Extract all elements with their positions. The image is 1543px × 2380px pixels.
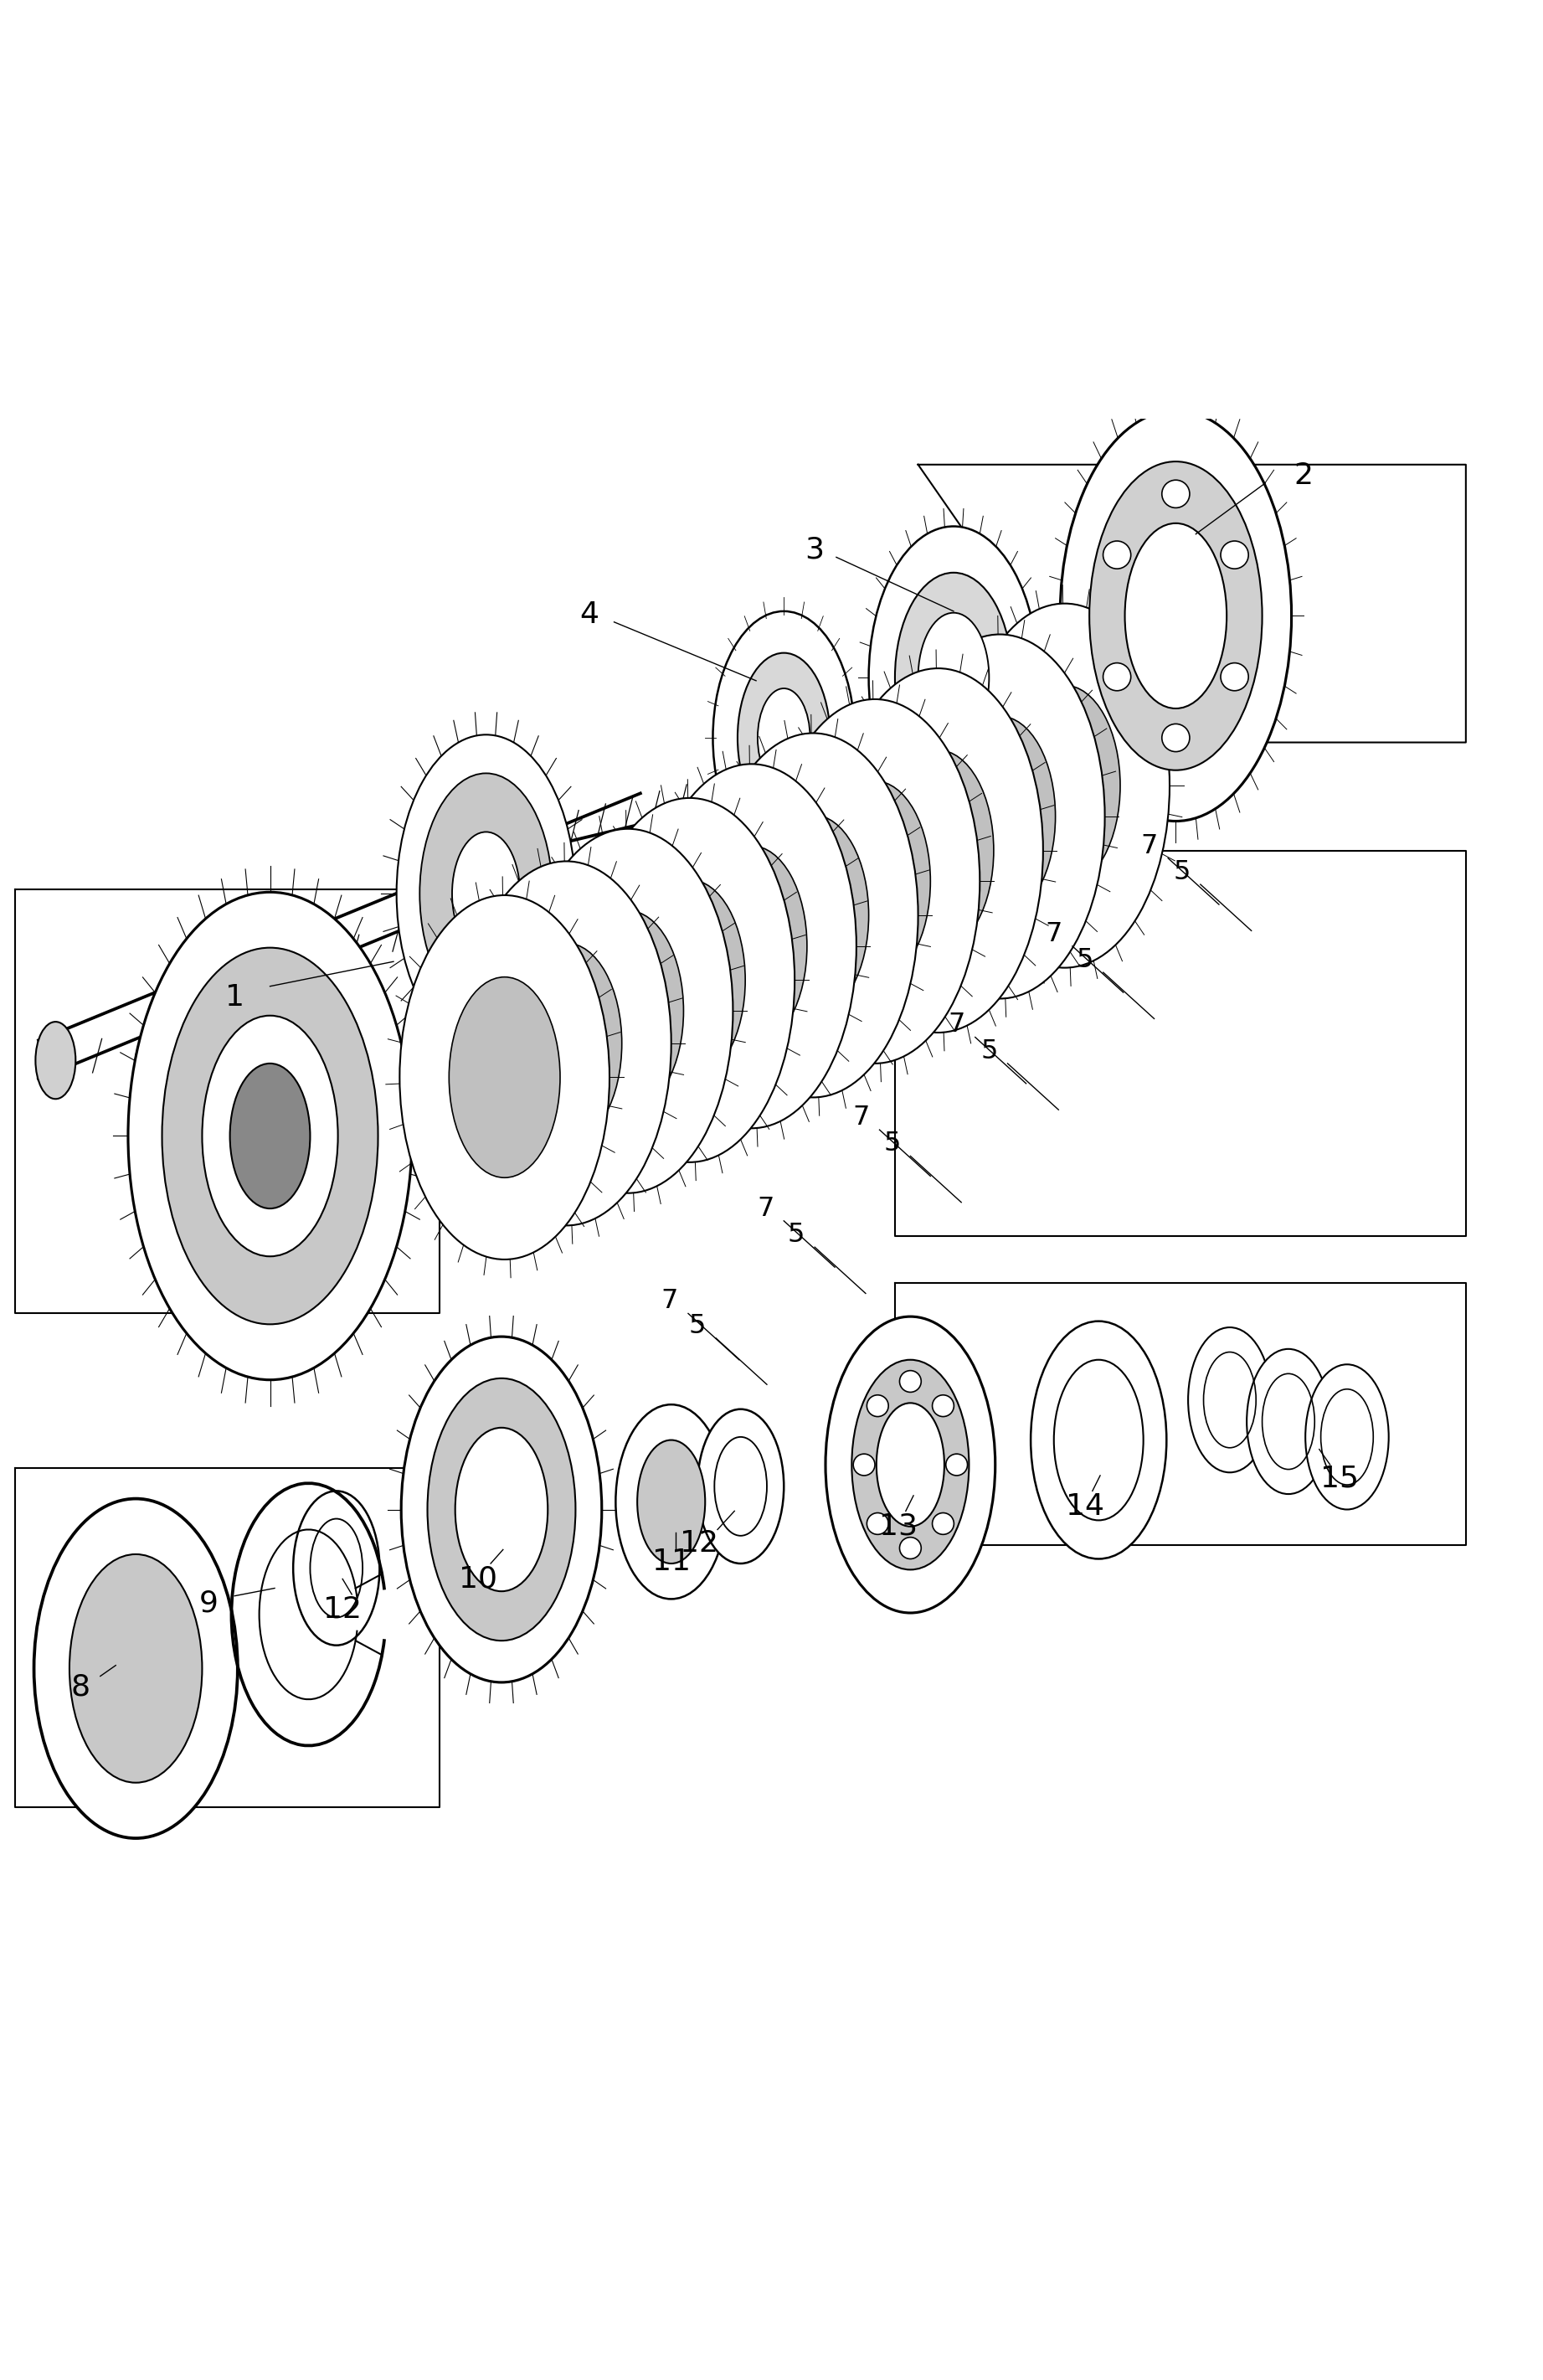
Text: 5: 5: [1075, 947, 1094, 973]
Ellipse shape: [647, 764, 856, 1128]
Circle shape: [867, 1514, 889, 1535]
Text: 7: 7: [947, 1011, 966, 1038]
Ellipse shape: [876, 1402, 944, 1526]
Ellipse shape: [162, 947, 378, 1323]
Text: 9: 9: [199, 1590, 218, 1618]
Ellipse shape: [895, 574, 1012, 783]
Text: 5: 5: [688, 1314, 707, 1340]
Ellipse shape: [944, 716, 1055, 916]
Ellipse shape: [616, 1404, 727, 1599]
Ellipse shape: [69, 1554, 202, 1783]
Ellipse shape: [400, 895, 609, 1259]
Ellipse shape: [202, 1016, 338, 1257]
Text: 13: 13: [880, 1511, 917, 1540]
Ellipse shape: [293, 1490, 380, 1645]
Ellipse shape: [918, 612, 989, 743]
Ellipse shape: [637, 1440, 705, 1564]
Circle shape: [1162, 724, 1190, 752]
Ellipse shape: [452, 833, 520, 954]
Circle shape: [1103, 664, 1131, 690]
Circle shape: [853, 1454, 875, 1476]
Ellipse shape: [758, 814, 869, 1016]
Ellipse shape: [738, 652, 830, 823]
Text: 5: 5: [1173, 859, 1191, 885]
Ellipse shape: [758, 688, 810, 788]
Ellipse shape: [883, 750, 994, 950]
Ellipse shape: [869, 526, 1038, 828]
Circle shape: [1221, 664, 1248, 690]
Ellipse shape: [960, 605, 1170, 969]
Ellipse shape: [1125, 524, 1227, 709]
Ellipse shape: [696, 845, 807, 1047]
Ellipse shape: [833, 669, 1043, 1033]
Ellipse shape: [461, 862, 671, 1226]
Ellipse shape: [401, 1338, 602, 1683]
Ellipse shape: [455, 1428, 548, 1592]
Text: 5: 5: [883, 1130, 901, 1157]
Text: 5: 5: [980, 1038, 998, 1064]
Ellipse shape: [1247, 1349, 1330, 1495]
Ellipse shape: [420, 774, 552, 1014]
Ellipse shape: [397, 735, 576, 1052]
Text: 3: 3: [805, 536, 824, 564]
Ellipse shape: [708, 733, 918, 1097]
Text: 8: 8: [71, 1673, 89, 1702]
Ellipse shape: [713, 612, 855, 864]
Ellipse shape: [1060, 412, 1291, 821]
Text: 7: 7: [852, 1104, 870, 1130]
Ellipse shape: [523, 828, 733, 1192]
Text: 4: 4: [580, 600, 599, 628]
Text: 5: 5: [787, 1221, 805, 1247]
Circle shape: [1162, 481, 1190, 507]
Circle shape: [932, 1514, 954, 1535]
Ellipse shape: [511, 942, 622, 1145]
Circle shape: [1221, 540, 1248, 569]
Circle shape: [900, 1371, 921, 1392]
Text: 12: 12: [324, 1595, 361, 1623]
Text: 10: 10: [460, 1564, 497, 1592]
Circle shape: [932, 1395, 954, 1416]
Circle shape: [946, 1454, 967, 1476]
Ellipse shape: [819, 781, 930, 981]
Ellipse shape: [35, 1021, 76, 1100]
Text: 11: 11: [653, 1547, 690, 1576]
Ellipse shape: [1009, 685, 1120, 885]
Ellipse shape: [852, 1359, 969, 1571]
Ellipse shape: [895, 635, 1105, 1000]
Text: 12: 12: [680, 1530, 717, 1557]
Text: 7: 7: [660, 1288, 679, 1314]
Ellipse shape: [1089, 462, 1262, 771]
Circle shape: [900, 1537, 921, 1559]
Ellipse shape: [230, 1064, 310, 1209]
Circle shape: [867, 1395, 889, 1416]
Ellipse shape: [1031, 1321, 1167, 1559]
Ellipse shape: [826, 1316, 995, 1614]
Ellipse shape: [1188, 1328, 1271, 1473]
Ellipse shape: [427, 1378, 576, 1640]
Ellipse shape: [449, 978, 560, 1178]
Ellipse shape: [697, 1409, 784, 1564]
Text: 7: 7: [756, 1195, 775, 1221]
Text: 7: 7: [1140, 833, 1159, 859]
Text: 6: 6: [497, 1088, 515, 1116]
Text: 1: 1: [225, 983, 244, 1011]
Ellipse shape: [770, 700, 980, 1064]
Ellipse shape: [572, 912, 684, 1111]
Ellipse shape: [128, 892, 412, 1380]
Circle shape: [1103, 540, 1131, 569]
Ellipse shape: [34, 1499, 238, 1837]
Text: 15: 15: [1321, 1464, 1358, 1492]
Text: 2: 2: [1295, 462, 1313, 490]
Ellipse shape: [585, 797, 795, 1161]
Ellipse shape: [634, 881, 745, 1081]
Ellipse shape: [1305, 1364, 1389, 1509]
Text: 7: 7: [1045, 921, 1063, 947]
Text: 14: 14: [1066, 1492, 1103, 1521]
